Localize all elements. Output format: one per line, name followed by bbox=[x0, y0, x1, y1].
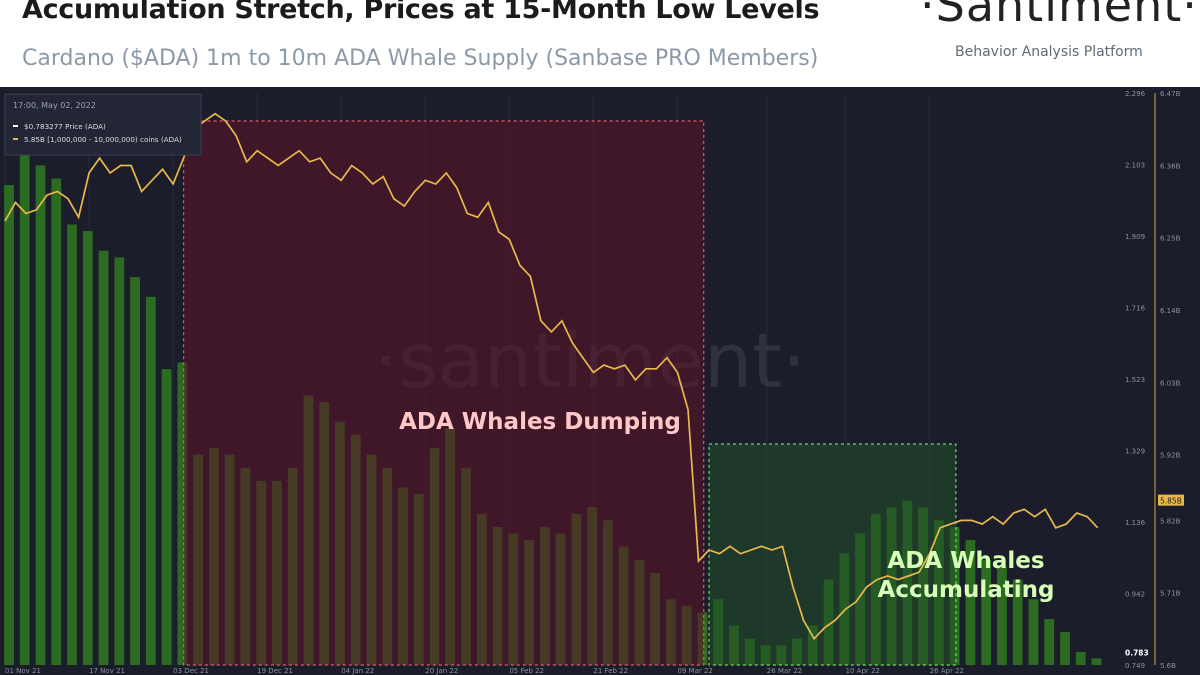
accumulating-label: Accumulating bbox=[878, 577, 1055, 603]
supply-bar bbox=[1060, 632, 1070, 665]
supply-bar bbox=[51, 178, 62, 666]
y-left-tick-label: 2.296 bbox=[1125, 90, 1146, 98]
santiment-logo: ·Santiment· bbox=[920, 0, 1198, 32]
supply-bar bbox=[177, 362, 188, 665]
y-right-tick-label: 6.14B bbox=[1160, 307, 1181, 315]
annotation-labels: ADA Whales Dumping ADA Whales Accumulating bbox=[399, 409, 1054, 603]
y-left-tick-label: 0.749 bbox=[1125, 662, 1145, 670]
supply-bar bbox=[82, 231, 93, 665]
x-tick-label: 17 Nov 21 bbox=[89, 667, 125, 675]
y-left-tick-label: 1.523 bbox=[1125, 376, 1145, 384]
y-right-tick-label: 5.92B bbox=[1160, 452, 1181, 460]
y-right-tick-label: 6.47B bbox=[1160, 90, 1181, 98]
y-left-tick-label: 2.103 bbox=[1125, 161, 1145, 169]
supply-current-badge bbox=[1158, 494, 1184, 506]
y-left-tick-label: 0.942 bbox=[1125, 591, 1145, 599]
y-right-tick-label: 5.82B bbox=[1160, 517, 1181, 525]
y-right-tick-label: 6.25B bbox=[1160, 235, 1181, 243]
tooltip-price: $0.783277 Price (ADA) bbox=[24, 122, 106, 131]
supply-bar bbox=[161, 369, 172, 665]
supply-bar bbox=[4, 185, 14, 666]
supply-bar bbox=[98, 250, 109, 666]
y-right-tick-label: 6.36B bbox=[1160, 162, 1181, 170]
x-tick-label: 10 Apr 22 bbox=[846, 667, 880, 675]
accumulating-label: ADA Whales bbox=[887, 548, 1044, 574]
tooltip-price-swatch bbox=[13, 125, 18, 127]
supply-bar bbox=[145, 296, 156, 665]
y-left-tick-label: 1.329 bbox=[1125, 448, 1145, 456]
supply-bar bbox=[1028, 599, 1039, 665]
supply-bar bbox=[67, 224, 77, 665]
axes: 2.296 2.103 1.909 1.716 1.523 1.329 1.136 0.942… bbox=[5, 87, 1200, 675]
y-right-tick-label: 5.71B bbox=[1160, 590, 1181, 598]
x-tick-label: 09 Mar 22 bbox=[677, 667, 712, 675]
x-tick-label: 21 Feb 22 bbox=[593, 667, 628, 675]
supply-bar bbox=[114, 257, 125, 665]
tooltip-date: 17:00, May 02, 2022 bbox=[13, 101, 96, 110]
supply-bar bbox=[1044, 618, 1055, 665]
x-tick-label: 04 Jan 22 bbox=[341, 667, 374, 675]
dumping-label: ADA Whales Dumping bbox=[399, 409, 681, 435]
x-tick-label: 20 Jan 22 bbox=[425, 667, 458, 675]
y-left-tick-label: 1.136 bbox=[1125, 519, 1146, 527]
supply-bar bbox=[35, 165, 46, 665]
x-tick-label: 26 Mar 22 bbox=[767, 667, 802, 675]
tooltip-panel: 17:00, May 02, 2022 $0.783277 Price (ADA… bbox=[4, 93, 202, 156]
tooltip-supply: 5.85B [1,000,000 - 10,000,000) coins (AD… bbox=[24, 135, 182, 144]
x-tick-label: 01 Nov 21 bbox=[5, 667, 41, 675]
price-current-label: 0.783 bbox=[1125, 648, 1149, 657]
tooltip-box bbox=[4, 93, 202, 156]
x-tick-label: 03 Dec 21 bbox=[173, 667, 209, 675]
x-tick-label: 26 Apr 22 bbox=[930, 667, 964, 675]
annotation-zones bbox=[183, 120, 957, 666]
price-current-badge bbox=[1121, 646, 1147, 658]
x-tick-label: 05 Feb 22 bbox=[509, 667, 544, 675]
supply-bar bbox=[981, 559, 992, 665]
tooltip-supply-swatch bbox=[13, 138, 18, 140]
supply-bar bbox=[1075, 651, 1086, 665]
supply-bar bbox=[1091, 658, 1102, 665]
chart-title: Accumulation Stretch, Prices at 15-Month… bbox=[22, 0, 820, 25]
y-right-tick-label: 5.6B bbox=[1160, 662, 1176, 670]
y-right-tick-label: 6.03B bbox=[1160, 379, 1181, 387]
accumulating-zone bbox=[708, 443, 957, 666]
supply-bar bbox=[997, 566, 1007, 665]
dumping-zone bbox=[183, 120, 705, 666]
y-left-tick-label: 1.716 bbox=[1125, 304, 1146, 312]
supply-current-label: 5.85B bbox=[1160, 497, 1182, 506]
y-left-tick-label: 1.909 bbox=[1125, 233, 1145, 241]
santiment-tagline: Behavior Analysis Platform bbox=[955, 44, 1143, 60]
supply-bar bbox=[965, 540, 976, 665]
supply-bar bbox=[19, 145, 30, 665]
chart-subtitle: Cardano ($ADA) 1m to 10m ADA Whale Suppl… bbox=[22, 46, 819, 71]
x-tick-label: 19 Dec 21 bbox=[257, 667, 293, 675]
supply-bar bbox=[130, 277, 140, 665]
supply-bar bbox=[1012, 579, 1023, 665]
